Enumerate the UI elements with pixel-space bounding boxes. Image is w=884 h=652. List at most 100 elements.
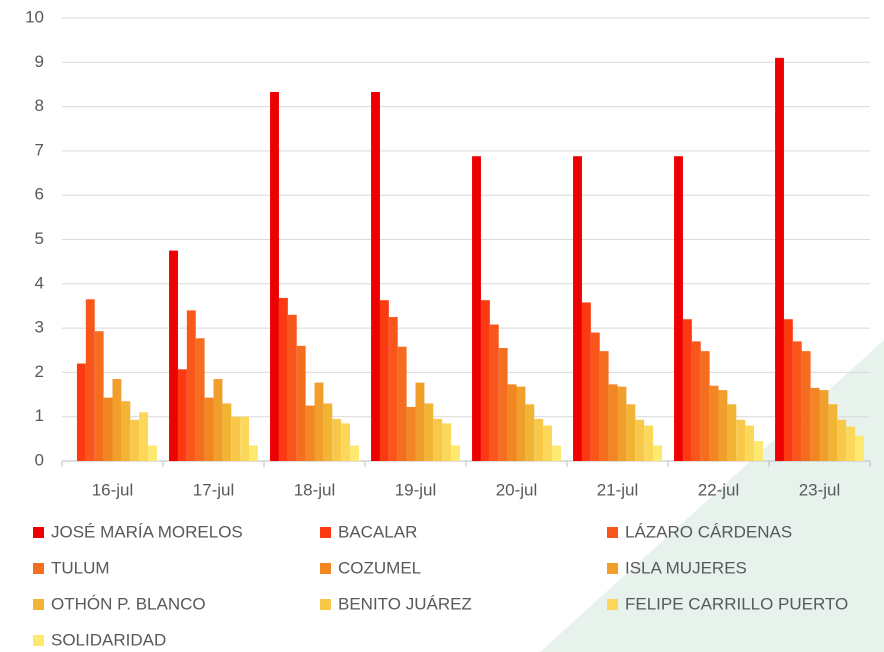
bar <box>644 425 654 461</box>
bar <box>350 445 359 461</box>
bar <box>745 425 755 461</box>
bar <box>599 351 609 461</box>
bar <box>700 351 710 461</box>
legend-swatch <box>33 527 44 538</box>
bar <box>341 423 351 461</box>
bar <box>617 386 627 461</box>
legend-label: JOSÉ MARÍA MORELOS <box>51 522 243 541</box>
legend-swatch <box>320 599 331 610</box>
bar <box>270 91 279 461</box>
bar <box>379 300 389 461</box>
x-tick-label: 22-jul <box>698 480 740 499</box>
bar <box>415 382 425 461</box>
x-tick-label: 17-jul <box>193 480 235 499</box>
legend-swatch <box>320 563 331 574</box>
y-tick-label: 1 <box>35 406 44 425</box>
bar <box>573 156 582 461</box>
bar <box>103 397 113 461</box>
bar <box>323 403 333 461</box>
y-tick-label: 6 <box>35 185 44 204</box>
bar <box>489 324 499 461</box>
legend-label: COZUMEL <box>338 558 421 577</box>
bar <box>534 418 544 461</box>
bar <box>718 390 728 461</box>
bar <box>682 319 692 461</box>
bar <box>296 345 306 461</box>
y-tick-label: 5 <box>35 229 44 248</box>
bar <box>231 416 241 461</box>
bar <box>139 412 149 461</box>
bar <box>810 387 820 461</box>
bar <box>240 416 250 461</box>
bar <box>406 406 416 461</box>
bar <box>736 419 746 461</box>
bar <box>792 341 802 461</box>
bar <box>775 57 784 462</box>
legend-swatch <box>607 527 618 538</box>
bar <box>498 348 508 461</box>
bar <box>653 445 662 461</box>
bar <box>691 341 701 461</box>
y-tick-label: 8 <box>35 96 44 115</box>
y-tick-label: 2 <box>35 362 44 381</box>
x-tick-label: 20-jul <box>496 480 538 499</box>
bar <box>846 426 856 461</box>
y-tick-label: 3 <box>35 318 44 337</box>
bar <box>525 404 535 461</box>
bar <box>314 382 324 461</box>
x-tick-label: 18-jul <box>294 480 336 499</box>
bar <box>754 441 763 461</box>
y-tick-label: 4 <box>35 273 44 292</box>
bar <box>543 425 553 461</box>
bar <box>397 346 407 461</box>
bar <box>195 338 205 461</box>
bar <box>608 384 618 461</box>
bar <box>552 445 561 461</box>
legend-swatch <box>320 527 331 538</box>
legend-label: LÁZARO CÁRDENAS <box>625 522 792 541</box>
bar <box>112 379 122 461</box>
bar <box>828 404 838 461</box>
bar <box>94 331 104 461</box>
legend-swatch <box>33 563 44 574</box>
x-tick-label: 16-jul <box>92 480 134 499</box>
bar <box>177 369 187 461</box>
bar <box>783 319 793 461</box>
bar <box>819 390 829 461</box>
legend-swatch <box>33 635 44 646</box>
bar <box>186 310 196 461</box>
bar <box>130 419 140 461</box>
bar <box>507 384 517 461</box>
y-tick-label: 10 <box>25 7 44 26</box>
bar <box>451 445 460 461</box>
bar <box>121 401 131 461</box>
bar <box>222 403 232 461</box>
bar <box>472 156 481 461</box>
bar <box>433 418 443 461</box>
legend-label: FELIPE CARRILLO PUERTO <box>625 594 848 613</box>
legend-label: SOLIDARIDAD <box>51 630 166 649</box>
legend-swatch <box>607 599 618 610</box>
x-tick-label: 21-jul <box>597 480 639 499</box>
bar <box>442 423 452 461</box>
bar <box>85 299 95 461</box>
legend-label: BENITO JUÁREZ <box>338 594 472 613</box>
bar <box>278 297 288 461</box>
y-tick-label: 7 <box>35 140 44 159</box>
y-tick-label: 9 <box>35 52 44 71</box>
x-tick-label: 19-jul <box>395 480 437 499</box>
bar <box>837 419 847 461</box>
bar <box>249 445 258 461</box>
bar <box>581 302 591 461</box>
bar <box>371 91 380 461</box>
bar <box>855 435 864 461</box>
bar <box>709 385 719 461</box>
x-tick-label: 23-jul <box>799 480 841 499</box>
y-tick-label: 0 <box>35 450 44 469</box>
bar <box>727 404 737 461</box>
bar <box>674 156 683 461</box>
bar <box>516 386 526 461</box>
bar <box>626 404 636 461</box>
bar <box>424 403 434 461</box>
